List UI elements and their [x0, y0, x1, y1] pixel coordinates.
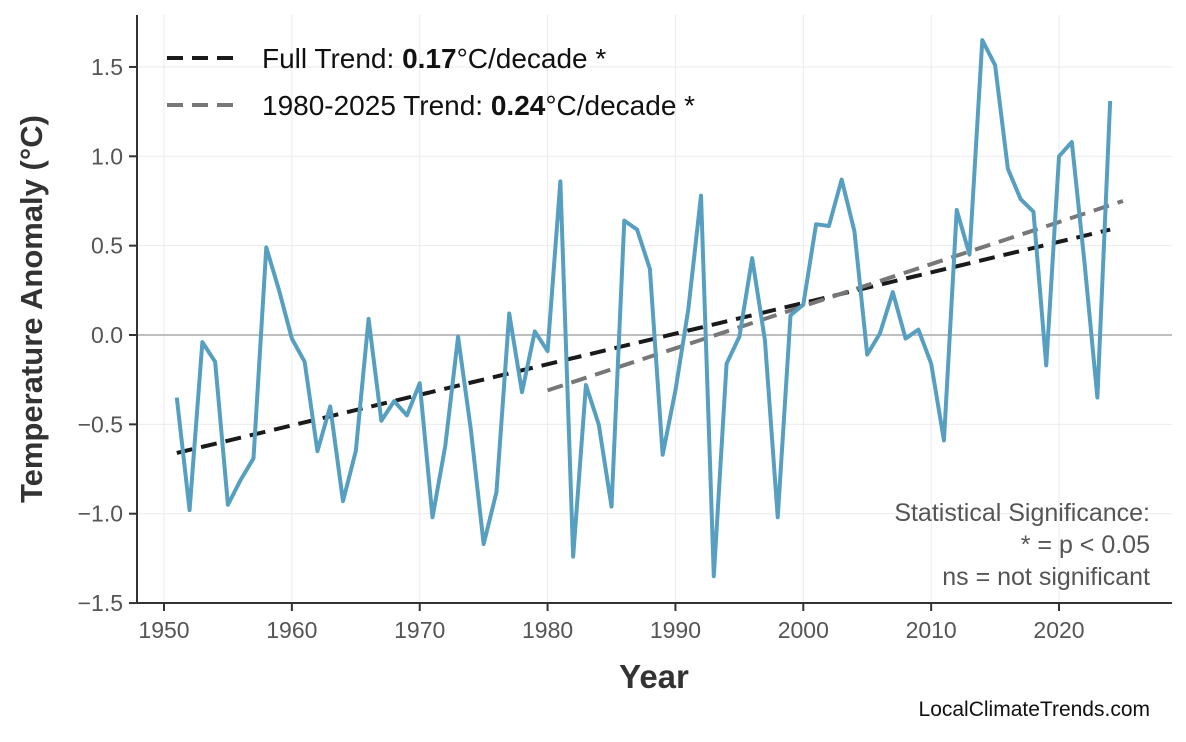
- x-tick-label: 1990: [650, 617, 701, 643]
- y-tick-label: 1.5: [91, 54, 123, 80]
- legend-suffix: °C/decade *: [545, 90, 695, 121]
- legend-prefix: Full Trend:: [262, 43, 402, 74]
- legend: Full Trend: 0.17°C/decade *1980-2025 Tre…: [167, 43, 695, 121]
- x-tick-label: 1970: [394, 617, 445, 643]
- x-tick-label: 2010: [906, 617, 957, 643]
- data-series: [174, 38, 1113, 579]
- annotation-line: Statistical Significance:: [894, 499, 1150, 527]
- y-tick-label: 0.0: [91, 322, 123, 348]
- x-tick-label: 1980: [522, 617, 573, 643]
- significance-annotation: Statistical Significance: * = p < 0.05 n…: [894, 499, 1150, 591]
- gridlines: [137, 15, 1172, 604]
- y-tick-label: 0.5: [91, 233, 123, 259]
- x-axis-label: Year: [619, 658, 689, 695]
- trend-line: [176, 227, 1111, 455]
- x-tick-label: 2020: [1033, 617, 1084, 643]
- legend-suffix: °C/decade *: [457, 43, 607, 74]
- y-tick-label: −0.5: [78, 411, 123, 437]
- legend-label: Full Trend: 0.17°C/decade *: [262, 43, 606, 74]
- x-tick-label: 1950: [138, 617, 189, 643]
- annotation-line: * = p < 0.05: [1021, 531, 1150, 559]
- x-tick-label: 1960: [266, 617, 317, 643]
- anomaly-line: [174, 38, 1113, 579]
- y-axis-label: Temperature Anomaly (°C): [14, 115, 49, 503]
- legend-prefix: 1980-2025 Trend:: [262, 90, 491, 121]
- legend-value: 0.24: [491, 90, 546, 121]
- watermark: LocalClimateTrends.com: [919, 698, 1150, 721]
- x-tick-label: 2000: [778, 617, 829, 643]
- trend-line: [546, 199, 1124, 393]
- trend-lines: [176, 199, 1124, 455]
- y-tick-label: 1.0: [91, 143, 123, 169]
- legend-label: 1980-2025 Trend: 0.24°C/decade *: [262, 90, 695, 121]
- legend-value: 0.17: [402, 43, 457, 74]
- y-tick-label: −1.5: [78, 590, 123, 616]
- annotation-line: ns = not significant: [942, 563, 1150, 591]
- axes: 1950 1960 1970 1980 1990 2000 2010 2020 −1.5 −1.0…: [78, 15, 1172, 643]
- y-tick-label: −1.0: [78, 501, 123, 527]
